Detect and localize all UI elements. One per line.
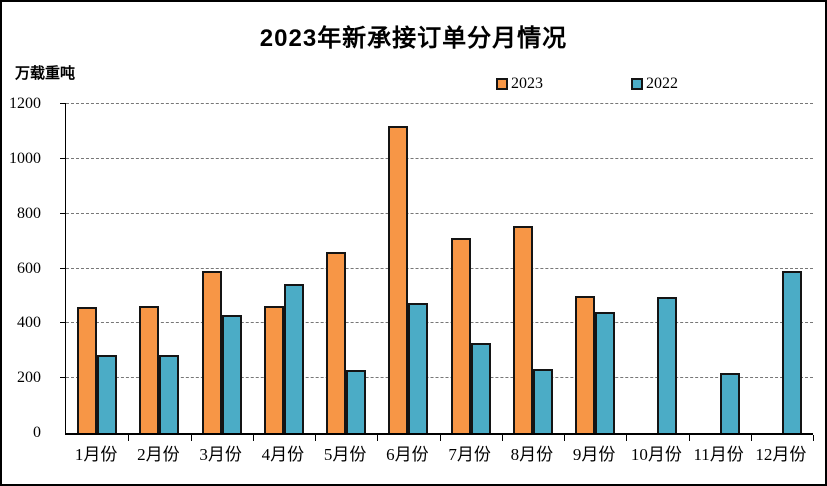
x-axis-tick bbox=[813, 435, 814, 441]
gridline-600 bbox=[66, 267, 813, 269]
gridline-1000 bbox=[66, 157, 813, 159]
bar-2023-8月份 bbox=[512, 226, 533, 433]
bar-2022-12月份 bbox=[781, 271, 802, 433]
bar-2022-6月份 bbox=[408, 302, 429, 433]
bar-2022-2月份 bbox=[159, 354, 180, 433]
y-axis-tick bbox=[60, 103, 66, 104]
y-axis-tick-label-800: 800 bbox=[17, 204, 41, 222]
bar-group-3月份 bbox=[191, 104, 253, 433]
x-axis-label-5月份: 5月份 bbox=[323, 445, 367, 464]
bar-2022-5月份 bbox=[346, 369, 367, 433]
legend: 2023 2022 bbox=[496, 76, 678, 92]
y-axis-tick bbox=[60, 377, 66, 379]
x-axis-tick bbox=[315, 435, 316, 441]
y-axis-tick-label-1200: 1200 bbox=[9, 95, 41, 112]
bar-2022-9月份 bbox=[595, 312, 616, 433]
bar-2023-7月份 bbox=[450, 238, 471, 433]
x-axis-tick bbox=[750, 435, 752, 441]
x-axis-tick bbox=[564, 435, 565, 441]
y-axis-tick bbox=[60, 322, 66, 324]
legend-label-2023: 2023 bbox=[511, 75, 543, 92]
bar-2022-7月份 bbox=[470, 342, 491, 433]
bar-2022-1月份 bbox=[97, 354, 118, 433]
x-axis-label-11月份: 11月份 bbox=[693, 445, 744, 464]
x-axis-label-3月份: 3月份 bbox=[199, 445, 242, 464]
y-axis-tick-label-1000: 1000 bbox=[9, 149, 41, 167]
bar-2023-9月份 bbox=[575, 295, 596, 433]
x-axis-tick bbox=[501, 435, 503, 441]
plot-area: 0 200 400 600 800 1000 1200 bbox=[9, 96, 814, 441]
gridline-800 bbox=[66, 212, 813, 214]
legend-label-2022: 2022 bbox=[646, 75, 678, 92]
x-axis-label-9月份: 9月份 bbox=[572, 445, 616, 464]
bar-group-8月份 bbox=[502, 104, 564, 433]
y-axis-tick-label-400: 400 bbox=[17, 314, 41, 332]
bar-2022-4月份 bbox=[283, 283, 304, 433]
bar-2022-8月份 bbox=[532, 368, 553, 433]
bar-group-2月份 bbox=[128, 104, 190, 433]
bar-group-9月份 bbox=[564, 104, 626, 433]
x-axis-tick bbox=[626, 435, 628, 441]
bar-group-10月份 bbox=[626, 104, 688, 433]
x-axis-label-7月份: 7月份 bbox=[448, 445, 491, 464]
bar-2023-2月份 bbox=[139, 305, 160, 433]
bar-group-6月份 bbox=[377, 104, 439, 433]
x-axis-label-2月份: 2月份 bbox=[137, 445, 180, 464]
bar-2023-1月份 bbox=[77, 306, 98, 433]
chart-title: 2023年新承接订单分月情况 bbox=[259, 25, 568, 52]
gridline-200 bbox=[66, 377, 813, 379]
y-axis-unit-label: 万载重吨 bbox=[15, 65, 76, 82]
legend-swatch-2022-icon bbox=[631, 78, 643, 90]
x-axis-tick bbox=[128, 435, 130, 441]
bar-2022-10月份 bbox=[657, 297, 678, 433]
bar-group-4月份 bbox=[253, 104, 315, 433]
bar-group-12月份 bbox=[751, 104, 813, 433]
bar-2022-11月份 bbox=[719, 372, 740, 433]
y-axis-tick-label-600: 600 bbox=[17, 259, 41, 277]
legend-swatch-2023-icon bbox=[496, 78, 508, 90]
y-axis-tick bbox=[60, 267, 66, 269]
x-axis-label-12月份: 12月份 bbox=[755, 445, 807, 464]
bar-2022-3月份 bbox=[221, 315, 242, 433]
x-axis-tick bbox=[252, 435, 254, 441]
bar-group-11月份 bbox=[689, 104, 751, 433]
bar-2023-5月份 bbox=[326, 252, 347, 433]
y-axis-tick bbox=[60, 212, 66, 214]
x-axis-tick bbox=[688, 435, 690, 441]
bar-group-7月份 bbox=[440, 104, 502, 433]
bar-2023-6月份 bbox=[388, 125, 409, 433]
x-axis-label-1月份: 1月份 bbox=[74, 445, 118, 464]
x-axis-tick bbox=[439, 435, 441, 441]
x-axis-tick bbox=[190, 435, 192, 441]
x-axis-label-4月份: 4月份 bbox=[261, 445, 305, 464]
bar-2023-3月份 bbox=[201, 271, 222, 433]
gridline-1200 bbox=[66, 103, 813, 104]
x-axis-label-10月份: 10月份 bbox=[630, 445, 682, 464]
bar-group-5月份 bbox=[315, 104, 377, 433]
bar-2023-4月份 bbox=[263, 305, 284, 433]
y-axis-tick bbox=[60, 157, 66, 159]
x-axis-tick bbox=[377, 435, 379, 441]
bar-group-1月份 bbox=[66, 104, 128, 433]
legend-item-2023: 2023 bbox=[496, 76, 543, 92]
x-axis-label-6月份: 6月份 bbox=[386, 445, 429, 464]
x-axis-label-8月份: 8月份 bbox=[510, 445, 554, 464]
y-axis-tick-label-200: 200 bbox=[17, 369, 41, 387]
gridline-400 bbox=[66, 322, 813, 324]
legend-item-2022: 2022 bbox=[631, 76, 678, 92]
y-axis-tick-label-0: 0 bbox=[33, 424, 41, 441]
